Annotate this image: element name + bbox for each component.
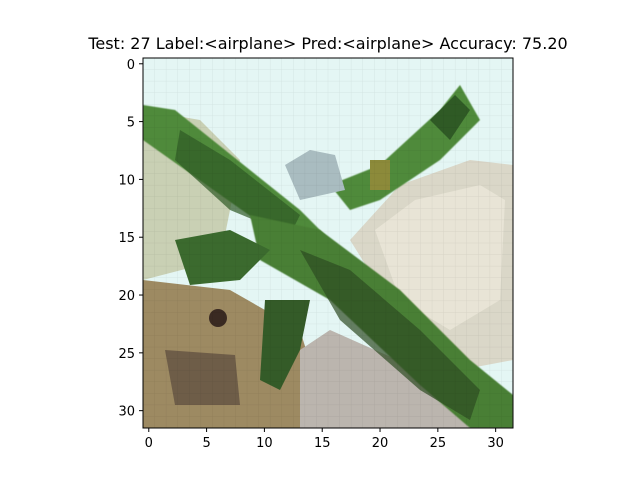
y-tick-label: 5 [127, 116, 135, 131]
figure-title: Test: 27 Label:<airplane> Pred:<airplane… [87, 34, 567, 53]
x-tick-label: 25 [430, 436, 447, 451]
x-tick-label: 20 [372, 436, 389, 451]
x-tick-label: 5 [202, 436, 210, 451]
image-display [142, 57, 514, 429]
y-tick-label: 30 [118, 405, 135, 420]
axes-frame [142, 57, 514, 429]
x-tick-label: 10 [256, 436, 273, 451]
pixel-image [143, 58, 513, 428]
y-tick-label: 0 [127, 58, 135, 73]
x-axis: 0 5 10 15 20 25 30 [145, 428, 504, 451]
y-tick-label: 15 [118, 231, 135, 246]
y-tick-label: 25 [118, 347, 135, 362]
x-tick-label: 30 [487, 436, 504, 451]
y-tick-label: 10 [118, 173, 135, 188]
x-tick-label: 15 [314, 436, 331, 451]
y-tick-label: 20 [118, 289, 135, 304]
x-tick-label: 0 [145, 436, 153, 451]
y-axis: 0 5 10 15 20 25 30 [118, 58, 143, 420]
